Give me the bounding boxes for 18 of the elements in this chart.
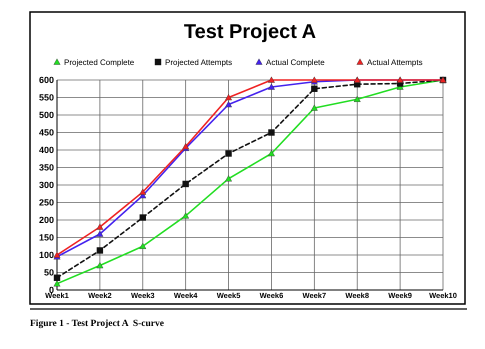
y-tick-label: 500: [38, 110, 54, 120]
y-tick-label: 250: [38, 198, 54, 208]
y-tick-label: 400: [38, 145, 54, 156]
y-tick-label: 100: [38, 250, 54, 260]
y-tick-label: 600: [38, 75, 54, 86]
y-tick-label: 450: [38, 128, 54, 138]
caption: Figure 1 - Test Project A S-curve: [30, 319, 164, 329]
y-tick-label: 50: [44, 268, 54, 278]
y-tick-label: 350: [38, 162, 54, 173]
y-tick-label: 150: [38, 232, 54, 243]
chart-title: Test Project A: [184, 21, 316, 43]
legend-label: Projected Attempts: [165, 58, 232, 67]
legend-label: Projected Complete: [64, 58, 135, 67]
y-tick-label: 300: [38, 180, 54, 190]
y-tick-label: 550: [38, 92, 54, 103]
legend-label: Actual Attempts: [367, 58, 423, 67]
legend-label: Actual Complete: [266, 58, 326, 67]
y-tick-label: 200: [38, 215, 54, 226]
